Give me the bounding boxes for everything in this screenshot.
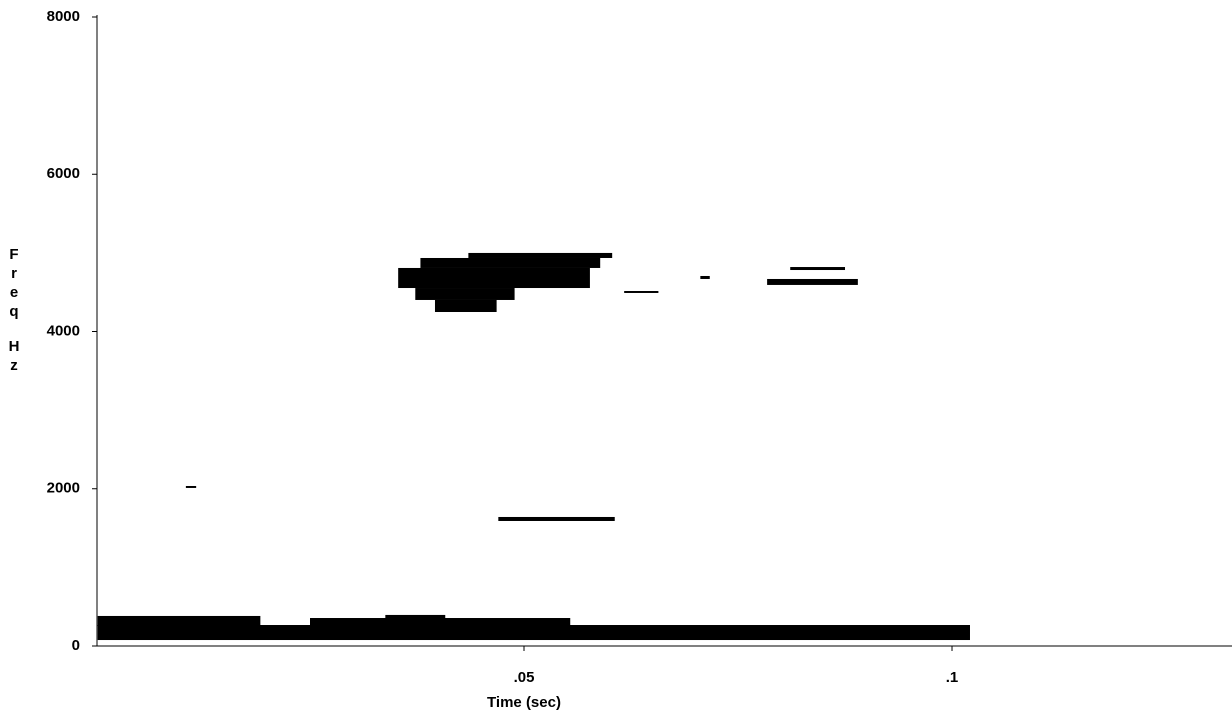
x-tick-label: .05 — [514, 669, 535, 686]
spectral-segment — [624, 291, 659, 293]
spectral-segment — [700, 275, 710, 279]
spectral-segment — [415, 288, 515, 300]
y-tick-label: 0 — [72, 637, 80, 654]
spectral-segment — [185, 485, 197, 488]
y-tick-label: 4000 — [47, 322, 80, 339]
y-tick-label: 2000 — [47, 480, 80, 497]
spectral-segment — [434, 299, 497, 313]
spectral-segment — [310, 618, 571, 627]
x-tick-label: .1 — [946, 669, 959, 686]
y-tick-label: 8000 — [47, 8, 80, 25]
spectral-segment — [790, 267, 846, 271]
spectral-segment — [498, 516, 615, 521]
spectral-segment — [420, 257, 601, 268]
spectral-segment — [767, 278, 858, 285]
x-axis-label: Time (sec) — [487, 694, 561, 711]
y-tick-label: 6000 — [47, 165, 80, 182]
spectral-segment — [468, 252, 613, 258]
spectral-segment — [385, 614, 446, 620]
spectral-segment — [97, 615, 261, 627]
spectral-segment — [398, 267, 590, 289]
spectral-segment — [97, 625, 970, 641]
